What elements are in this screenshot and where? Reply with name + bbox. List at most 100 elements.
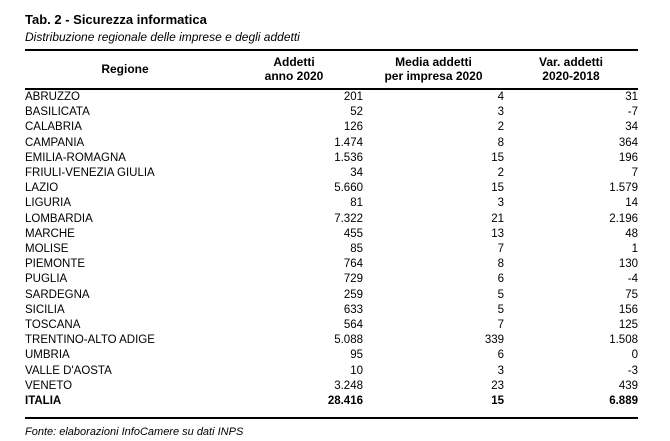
table-row: LIGURIA 81 3 14 — [25, 196, 638, 211]
value-cell: 6 — [497, 349, 504, 362]
value-cell: 8 — [497, 136, 504, 149]
region-name-cell: UMBRIA — [25, 349, 70, 362]
value-cell: 3 — [497, 106, 504, 119]
column-header: Regione — [25, 51, 225, 90]
value-cell: 52 — [350, 106, 363, 119]
region-name-cell: TRENTINO-ALTO ADIGE — [25, 334, 155, 347]
table-row: EMILIA-ROMAGNA 1.536 15 196 — [25, 151, 638, 166]
value-cell: 48 — [625, 227, 638, 240]
value-cell: 196 — [618, 151, 638, 164]
table-row: CALABRIA 126 2 34 — [25, 120, 638, 135]
value-cell: 23 — [491, 379, 504, 392]
value-cell: 15 — [491, 395, 504, 408]
value-cell: 455 — [343, 227, 363, 240]
region-name-cell: VENETO — [25, 379, 73, 392]
value-cell: 3 — [497, 197, 504, 210]
value-cell: 14 — [625, 197, 638, 210]
value-cell: -4 — [627, 273, 638, 286]
value-cell: 5.660 — [334, 182, 363, 195]
column-header: Media addetti per impresa 2020 — [363, 51, 504, 90]
value-cell: 126 — [343, 121, 363, 134]
value-cell: 125 — [618, 319, 638, 332]
value-cell: 564 — [343, 319, 363, 332]
value-cell: 3 — [497, 364, 504, 377]
value-cell: 764 — [343, 258, 363, 271]
table-title: Tab. 2 - Sicurezza informatica — [25, 12, 207, 27]
value-cell: 130 — [618, 258, 638, 271]
region-name-cell: PIEMONTE — [25, 258, 86, 271]
region-name-cell: MARCHE — [25, 227, 75, 240]
value-cell: 0 — [631, 349, 638, 362]
value-cell: 6 — [497, 273, 504, 286]
table-row: VALLE D'AOSTA 10 3 -3 — [25, 364, 638, 379]
table-subtitle: Distribuzione regionale delle imprese e … — [25, 30, 300, 44]
value-cell: 21 — [491, 212, 504, 225]
region-name-cell: MOLISE — [25, 243, 69, 256]
value-cell: 7.322 — [334, 212, 363, 225]
value-cell: 439 — [618, 379, 638, 392]
region-name-cell: LOMBARDIA — [25, 212, 93, 225]
value-cell: 6.889 — [609, 395, 638, 408]
value-cell: 85 — [350, 243, 363, 256]
table-total-row: ITALIA 28.416 15 6.889 — [25, 394, 638, 409]
table-header-row: Regione Addetti anno 2020 Media addetti per … — [25, 51, 638, 90]
table-row: TRENTINO-ALTO ADIGE 5.088 339 1.508 — [25, 333, 638, 348]
value-cell: 5.088 — [334, 334, 363, 347]
region-name-cell: LAZIO — [25, 182, 59, 195]
value-cell: 259 — [343, 288, 363, 301]
value-cell: -3 — [627, 364, 638, 377]
value-cell: 1.508 — [609, 334, 638, 347]
region-name-cell: SARDEGNA — [25, 288, 90, 301]
value-cell: 95 — [350, 349, 363, 362]
table-row: VENETO 3.248 23 439 — [25, 379, 638, 394]
table-row: FRIULI-VENEZIA GIULIA 34 2 7 — [25, 166, 638, 181]
table-body: ABRUZZO 201 4 31 BASILICATA 52 3 -7 CALABRIA 126 2… — [25, 89, 638, 409]
column-header: Addetti anno 2020 — [225, 51, 363, 90]
value-cell: 5 — [497, 288, 504, 301]
region-name-cell: EMILIA-ROMAGNA — [25, 151, 126, 164]
value-cell: 2 — [497, 121, 504, 134]
region-name-cell: ABRUZZO — [25, 91, 80, 103]
table-row: ABRUZZO 201 4 31 — [25, 89, 638, 105]
value-cell: 7 — [497, 319, 504, 332]
value-cell: 2 — [497, 167, 504, 180]
value-cell: 10 — [350, 364, 363, 377]
value-cell: 75 — [625, 288, 638, 301]
region-name-cell: ITALIA — [25, 395, 62, 408]
value-cell: 364 — [618, 136, 638, 149]
table-row: MARCHE 455 13 48 — [25, 227, 638, 242]
region-name-cell: VALLE D'AOSTA — [25, 364, 112, 377]
table-row: MOLISE 85 7 1 — [25, 242, 638, 257]
value-cell: 1.579 — [609, 182, 638, 195]
region-name-cell: PUGLIA — [25, 273, 68, 286]
value-cell: 729 — [343, 273, 363, 286]
value-cell: 8 — [497, 258, 504, 271]
value-cell: 4 — [497, 91, 504, 103]
table-row: BASILICATA 52 3 -7 — [25, 105, 638, 120]
value-cell: 3.248 — [334, 379, 363, 392]
value-cell: 1.536 — [334, 151, 363, 164]
value-cell: 13 — [491, 227, 504, 240]
table-row: CAMPANIA 1.474 8 364 — [25, 136, 638, 151]
value-cell: -7 — [627, 106, 638, 119]
value-cell: 339 — [484, 334, 504, 347]
region-name-cell: SICILIA — [25, 303, 65, 316]
table-row: TOSCANA 564 7 125 — [25, 318, 638, 333]
table-frame: Regione Addetti anno 2020 Media addetti per … — [25, 49, 638, 420]
region-name-cell: CAMPANIA — [25, 136, 85, 149]
region-name-cell: BASILICATA — [25, 106, 90, 119]
value-cell: 81 — [350, 197, 363, 210]
value-cell: 34 — [625, 121, 638, 134]
value-cell: 1.474 — [334, 136, 363, 149]
value-cell: 201 — [343, 91, 363, 103]
table-row: PUGLIA 729 6 -4 — [25, 272, 638, 287]
value-cell: 633 — [343, 303, 363, 316]
region-name-cell: LIGURIA — [25, 197, 72, 210]
value-cell: 7 — [631, 167, 638, 180]
source-note: Fonte: elaborazioni InfoCamere su dati I… — [25, 426, 244, 439]
value-cell: 34 — [350, 167, 363, 180]
table-row: SARDEGNA 259 5 75 — [25, 288, 638, 303]
region-name-cell: CALABRIA — [25, 121, 82, 134]
regional-data-table: Regione Addetti anno 2020 Media addetti per … — [25, 51, 638, 409]
